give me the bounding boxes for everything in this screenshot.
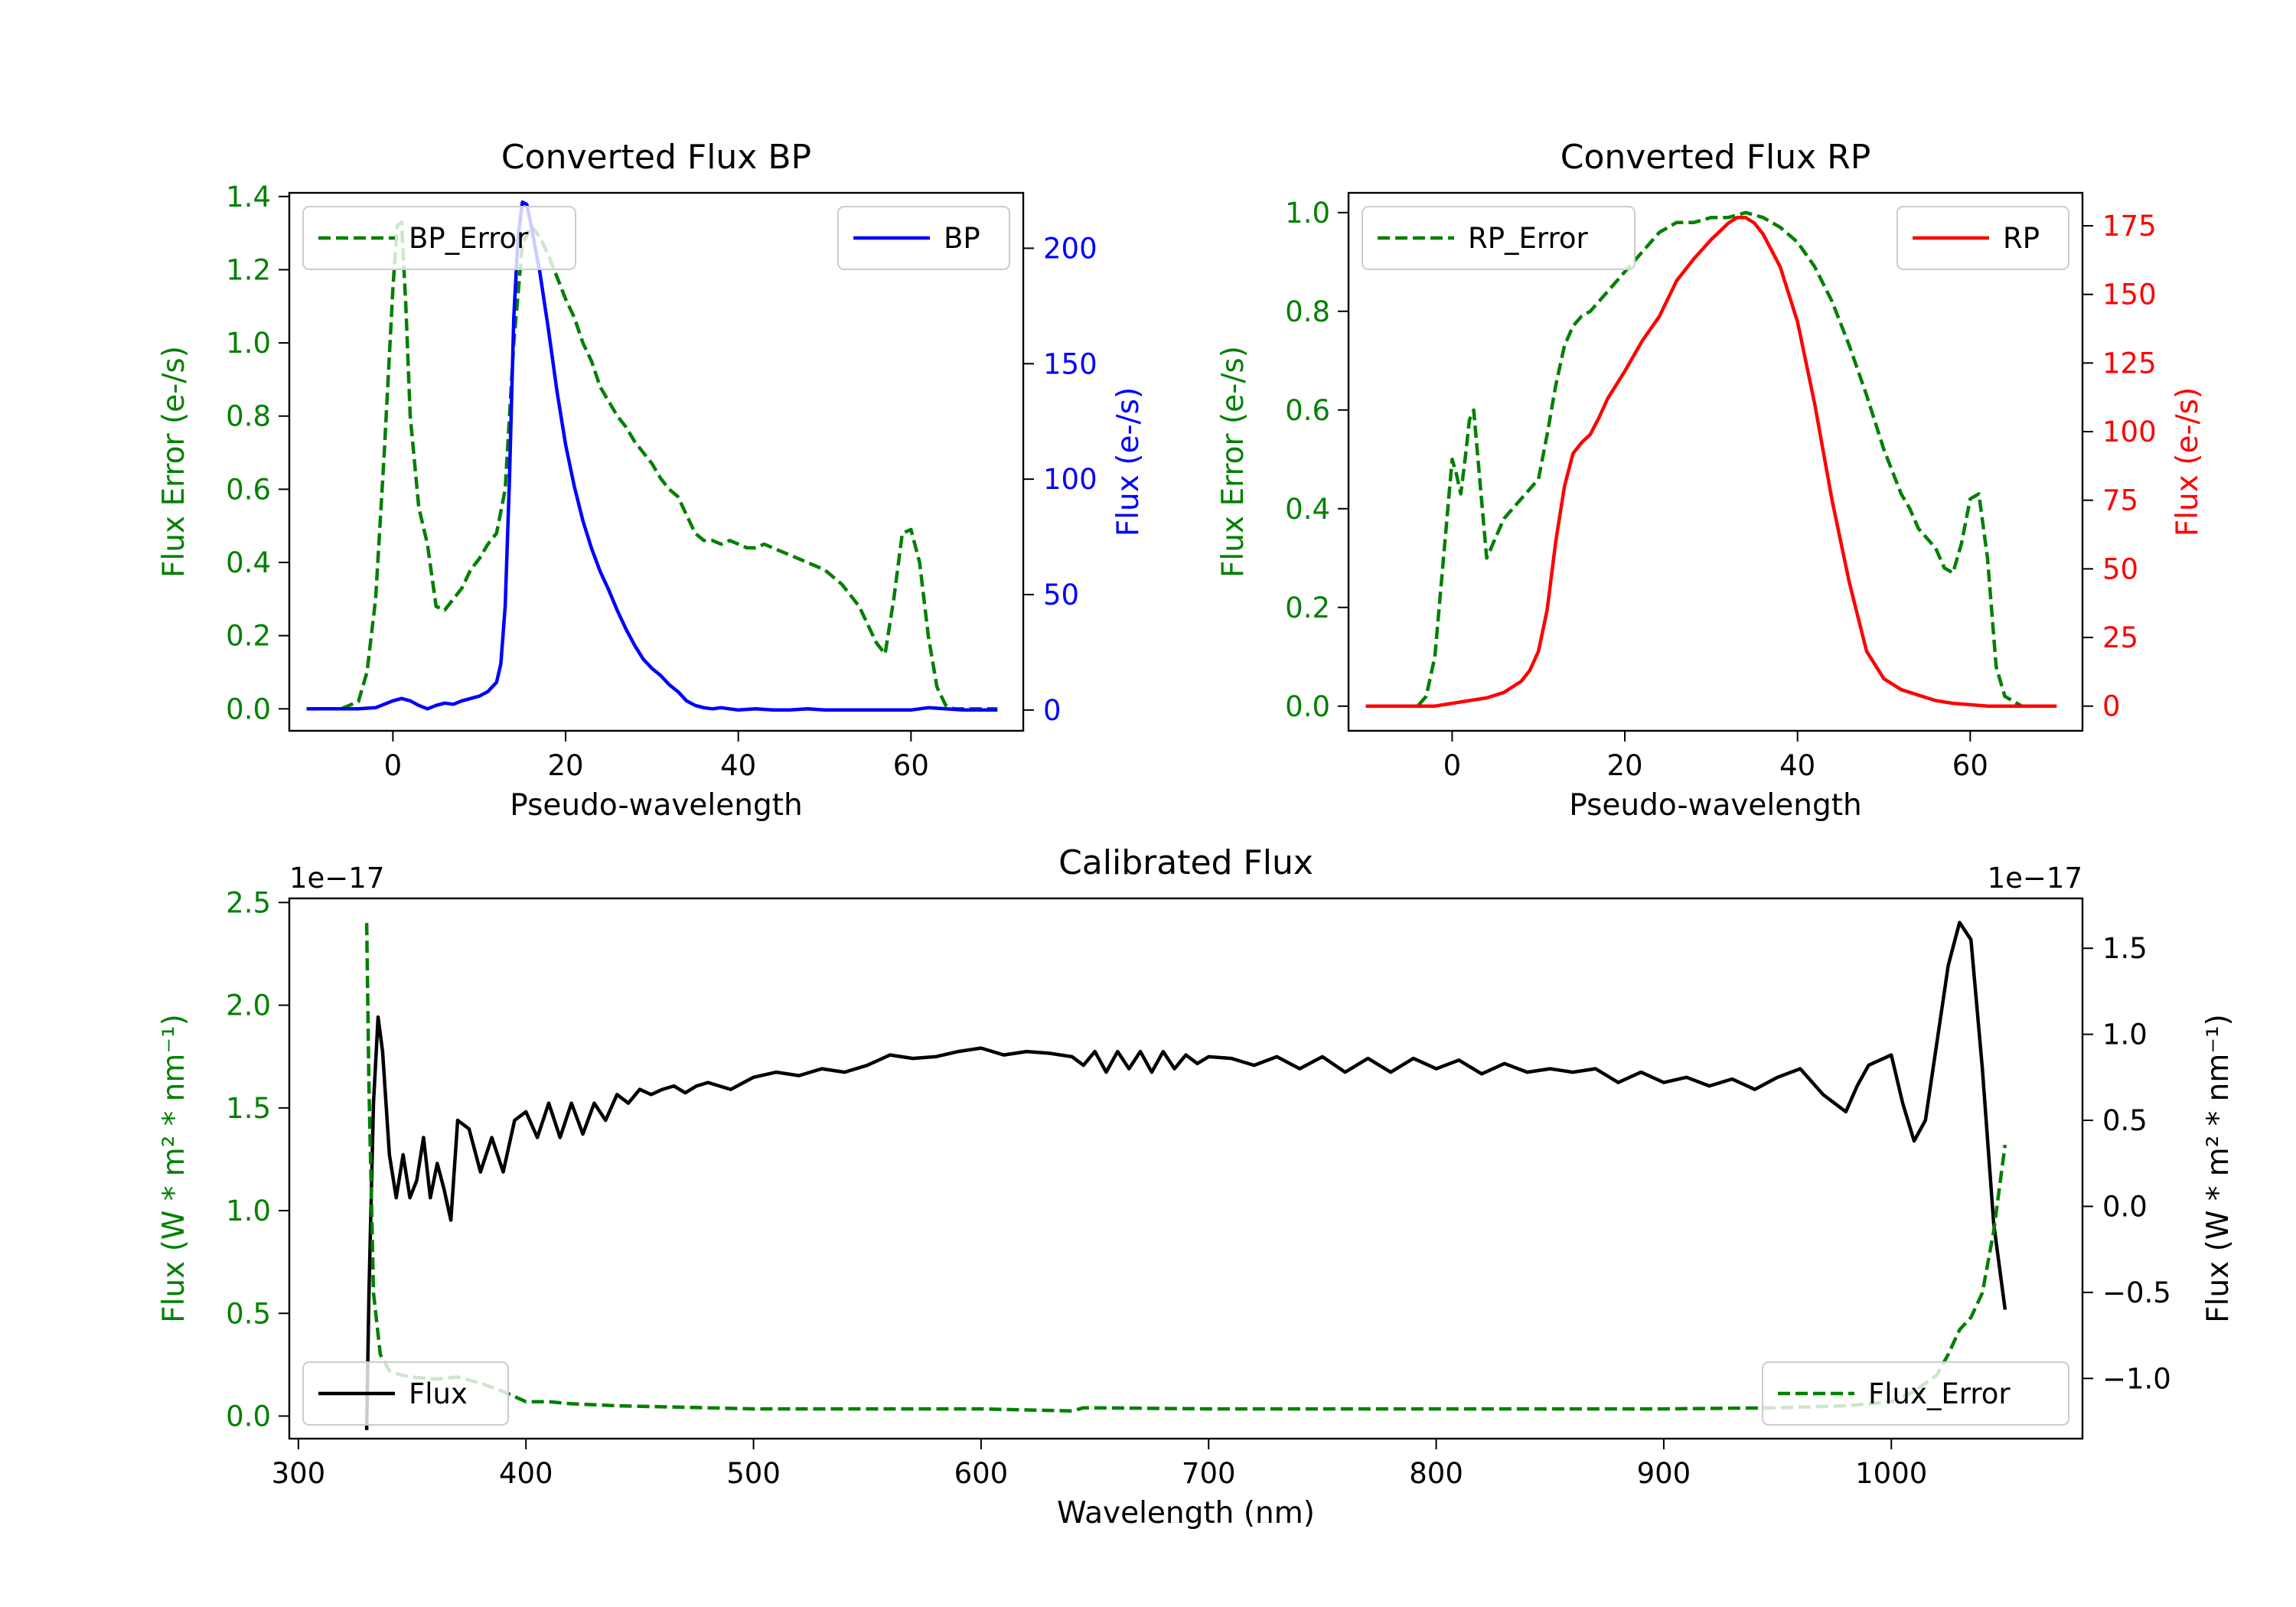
right-tick-label: 200 [1043, 232, 1097, 265]
right-axis-label: Flux (e-/s) [2170, 387, 2205, 536]
legend-label: RP [2003, 222, 2040, 255]
x-tick-label: 60 [893, 749, 929, 782]
chart-title: Calibrated Flux [1058, 843, 1313, 882]
x-tick-label: 300 [272, 1457, 326, 1490]
x-tick-label: 60 [1952, 749, 1988, 782]
legend-bp-error: BP_Error [302, 206, 576, 270]
left-tick-label: 1.2 [226, 253, 271, 286]
legend-box [302, 1361, 509, 1426]
legend-label: Flux_Error [1868, 1377, 2011, 1410]
left-tick-label: 0.6 [226, 473, 271, 506]
left-tick-label: 1.5 [226, 1092, 271, 1125]
legend-label: BP [944, 222, 980, 255]
legend-label: BP_Error [409, 222, 529, 255]
x-tick-label: 500 [726, 1457, 781, 1490]
right-tick-label: 25 [2102, 621, 2138, 654]
left-axis-label: Flux Error (e-/s) [1216, 346, 1251, 578]
left-tick-label: 0.4 [226, 546, 271, 579]
left-tick-label: 0.2 [226, 620, 271, 653]
left-tick-label: 1.0 [1285, 197, 1330, 230]
right-tick-label: 100 [2102, 416, 2157, 448]
right-tick-label: 0.0 [2102, 1190, 2148, 1223]
series-line-flux [364, 921, 2007, 1430]
right-tick-label: 50 [1043, 579, 1079, 611]
legend-bp: BP [837, 206, 1010, 270]
legend-label: RP_Error [1468, 222, 1588, 255]
x-tick-label: 600 [954, 1457, 1009, 1490]
left-tick-label: 0.0 [1285, 690, 1330, 723]
x-tick-label: 40 [720, 749, 756, 782]
left-tick-label: 0.6 [1285, 394, 1330, 427]
left-tick-label: 0.0 [226, 1400, 271, 1433]
series-line-bp-error [306, 220, 998, 711]
left-tick-label: 0.4 [1285, 493, 1330, 526]
left-tick-label: 0.8 [1285, 295, 1330, 328]
chart-title: Converted Flux RP [1561, 138, 1871, 177]
left-tick-label: 2.5 [226, 886, 271, 919]
series-line-flux-error [364, 923, 2007, 1413]
right-tick-label: 150 [1043, 347, 1097, 380]
x-tick-label: 0 [1443, 749, 1462, 782]
chart-panel-2: 300 400 500 600 700 800 900 1000 Wavelength (nm)… [157, 843, 2236, 1530]
series-line-rp-error [1365, 210, 2057, 709]
x-tick-label: 700 [1182, 1457, 1236, 1490]
chart-panel-1: 0 20 40 60 Pseudo-wavelength 0.0 0.2 0.4 0.6 0.8 1… [1216, 138, 2205, 823]
left-tick-label: 2.0 [226, 989, 271, 1022]
left-axis-label: Flux Error (e-/s) [157, 346, 191, 578]
left-tick-label: 0.2 [1285, 592, 1330, 624]
x-tick-label: 400 [499, 1457, 553, 1490]
left-tick-label: 1.4 [226, 181, 271, 214]
right-axis-label: Flux (W * m² * nm⁻¹) [2201, 1014, 2236, 1323]
x-tick-label: 20 [547, 749, 583, 782]
legend-box [302, 206, 576, 270]
legend-box [1762, 1361, 2069, 1426]
chart-panel-0: 0 20 40 60 Pseudo-wavelength 0.0 0.2 0.4 0.6 0.8 1… [157, 138, 1146, 823]
plot-frame [288, 897, 2084, 1440]
series-line-rp [1365, 216, 2057, 708]
legend-flux-error: Flux_Error [1762, 1361, 2069, 1426]
right-tick-label: 1.0 [2102, 1019, 2148, 1051]
x-axis-label: Wavelength (nm) [1057, 1496, 1315, 1530]
chart-title: Converted Flux BP [501, 138, 811, 177]
x-tick-label: 40 [1779, 749, 1815, 782]
plot-frame [1347, 191, 2084, 732]
right-tick-label: 50 [2102, 553, 2138, 585]
right-offset-text: 1e−17 [1988, 862, 2082, 895]
x-tick-label: 900 [1637, 1457, 1691, 1490]
series-line-bp [306, 200, 998, 712]
legend-rp: RP [1896, 206, 2069, 270]
right-tick-label: 0.5 [2102, 1104, 2148, 1137]
x-tick-label: 20 [1606, 749, 1642, 782]
x-tick-label: 800 [1409, 1457, 1463, 1490]
left-axis-label: Flux (W * m² * nm⁻¹) [157, 1014, 191, 1323]
right-tick-label: 0 [2102, 690, 2121, 723]
right-tick-label: −0.5 [2102, 1276, 2171, 1309]
x-axis-label: Pseudo-wavelength [1569, 788, 1861, 823]
left-tick-label: 1.0 [226, 327, 271, 360]
right-tick-label: 125 [2102, 347, 2157, 380]
left-tick-label: 0.8 [226, 400, 271, 433]
right-axis-label: Flux (e-/s) [1111, 387, 1146, 536]
right-tick-label: −1.0 [2102, 1362, 2171, 1395]
right-tick-label: 1.5 [2102, 932, 2148, 965]
left-tick-label: 1.0 [226, 1195, 271, 1227]
right-tick-label: 100 [1043, 463, 1097, 496]
right-tick-label: 75 [2102, 484, 2138, 517]
left-offset-text: 1e−17 [289, 862, 384, 895]
legend-label: Flux [409, 1377, 468, 1410]
legend-flux: Flux [302, 1361, 509, 1426]
legend-rp-error: RP_Error [1362, 206, 1636, 270]
left-tick-label: 0.0 [226, 693, 271, 725]
legend-box [1362, 206, 1636, 270]
right-tick-label: 175 [2102, 210, 2157, 243]
right-tick-label: 0 [1043, 694, 1062, 727]
left-tick-label: 0.5 [226, 1297, 271, 1330]
right-tick-label: 150 [2102, 279, 2157, 311]
x-tick-label: 1000 [1855, 1457, 1927, 1490]
x-tick-label: 0 [384, 749, 403, 782]
plot-frame [288, 191, 1025, 732]
x-axis-label: Pseudo-wavelength [510, 788, 802, 823]
